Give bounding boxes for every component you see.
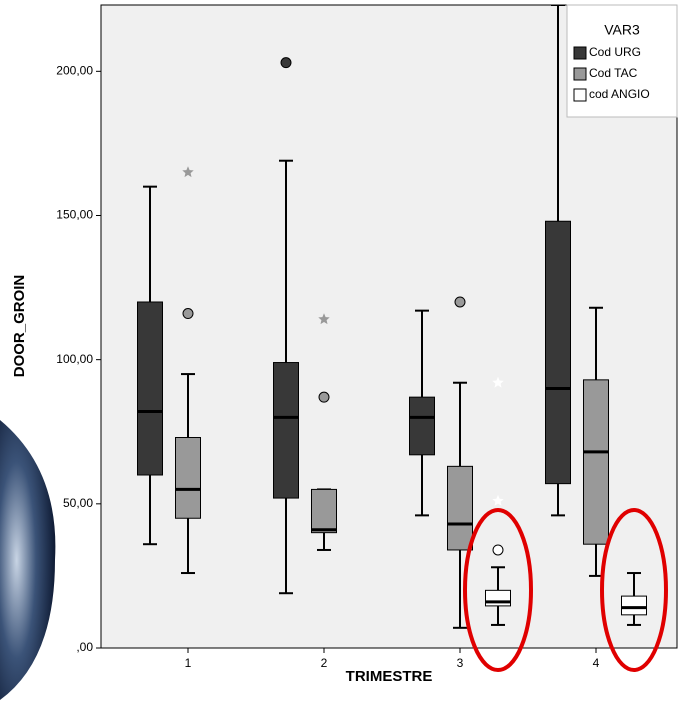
legend-label: Cod URG xyxy=(589,45,641,59)
x-tick-label: 2 xyxy=(321,656,328,670)
box xyxy=(176,438,201,519)
legend-label: cod ANGIO xyxy=(589,87,650,101)
y-tick-label: 200,00 xyxy=(56,63,93,77)
chart: TRIMESTRE DOOR_GROIN VAR3 ,00 50,00 100,00… xyxy=(0,0,678,714)
box xyxy=(622,596,647,615)
outlier xyxy=(183,309,193,319)
x-axis-title: TRIMESTRE xyxy=(346,668,433,685)
outlier xyxy=(455,297,465,307)
box xyxy=(274,363,299,499)
legend-label: Cod TAC xyxy=(589,66,638,80)
background-image xyxy=(0,420,55,700)
outlier xyxy=(281,58,291,68)
legend-swatch xyxy=(574,47,586,59)
box xyxy=(486,590,511,606)
box xyxy=(138,302,163,475)
y-tick-label: 150,00 xyxy=(56,208,93,222)
x-tick-label: 3 xyxy=(457,656,464,670)
x-tick-label: 4 xyxy=(593,656,600,670)
box xyxy=(584,380,609,544)
page: {"chart_data":{"type":"boxplot","x_label… xyxy=(0,0,678,714)
y-tick-label: ,00 xyxy=(76,640,93,654)
box xyxy=(448,466,473,550)
y-tick-label: 100,00 xyxy=(56,352,93,366)
legend-swatch xyxy=(574,68,586,80)
y-tick-label: 50,00 xyxy=(63,496,93,510)
y-axis-title: DOOR_GROIN xyxy=(11,275,28,378)
box xyxy=(312,489,337,532)
box xyxy=(546,221,571,483)
outlier xyxy=(319,392,329,402)
outlier xyxy=(493,545,503,555)
legend-title: VAR3 xyxy=(604,22,640,38)
box xyxy=(410,397,435,455)
legend-swatch xyxy=(574,89,586,101)
x-tick-label: 1 xyxy=(185,656,192,670)
